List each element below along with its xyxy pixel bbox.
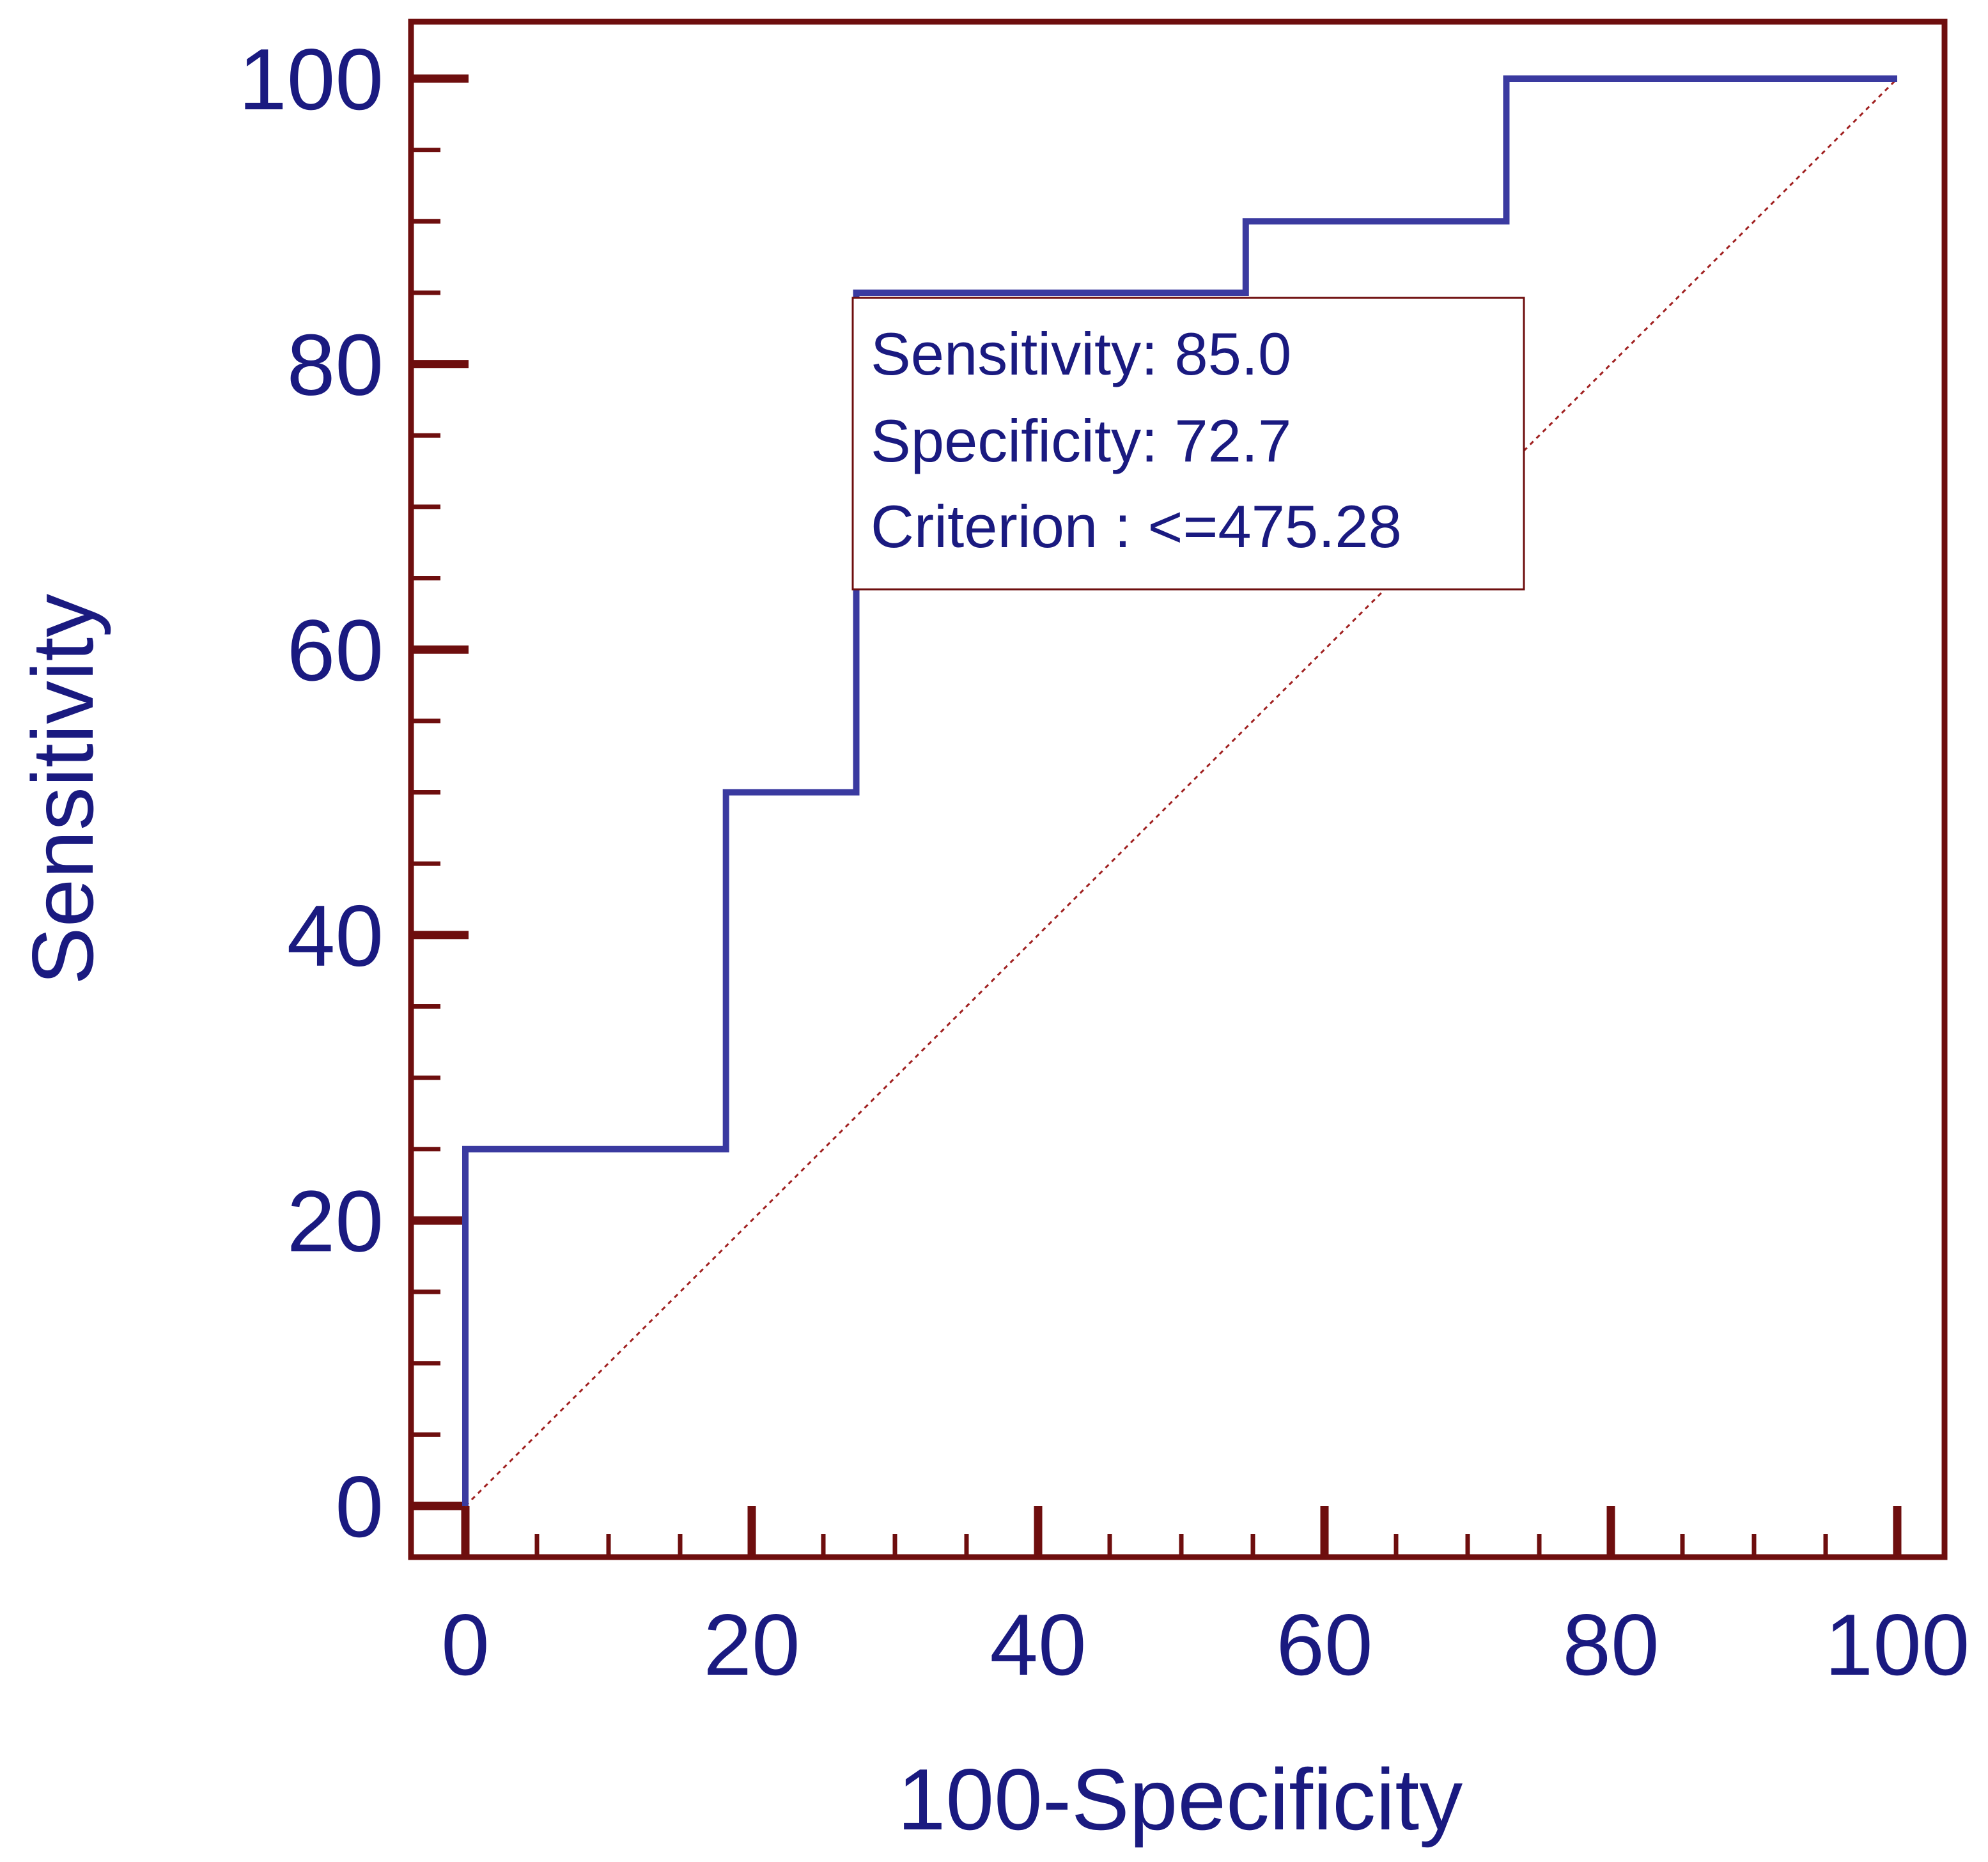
axes-layer: 0 20 40 60 80 100 0 20 40 60 80 100 [238, 31, 1969, 1693]
y-tick-label: 60 [287, 601, 384, 699]
y-tick-label: 20 [287, 1172, 384, 1269]
y-tick-label: 40 [287, 887, 384, 984]
series-layer [462, 75, 1899, 1507]
y-tick-label: 80 [287, 316, 384, 414]
x-axis-title: 100-Specificity [897, 1751, 1463, 1848]
annotation-sensitivity: Sensitivity: 85.0 [871, 320, 1291, 387]
annotation-specificity: Specificity: 72.7 [871, 407, 1291, 474]
reference-diagonal-line [464, 77, 1899, 1507]
annotation-box: Sensitivity: 85.0 Specificity: 72.7 Crit… [851, 297, 1525, 591]
y-tick-label: 100 [238, 31, 384, 128]
x-tick-label: 60 [1276, 1596, 1372, 1693]
x-tick-label: 100 [1825, 1596, 1970, 1693]
x-tick-label: 80 [1562, 1596, 1659, 1693]
x-tick-label: 40 [990, 1596, 1086, 1693]
plot-frame [408, 19, 1948, 1560]
annotation-criterion: Criterion : <=475.28 [871, 493, 1402, 560]
roc-curve-line [462, 75, 1897, 1506]
annotation-box-border [851, 297, 1525, 591]
y-tick-label: 0 [335, 1458, 384, 1555]
x-tick-label: 0 [441, 1596, 490, 1693]
x-tick-label: 20 [703, 1596, 800, 1693]
y-axis-title: Sensitivity [14, 594, 111, 985]
